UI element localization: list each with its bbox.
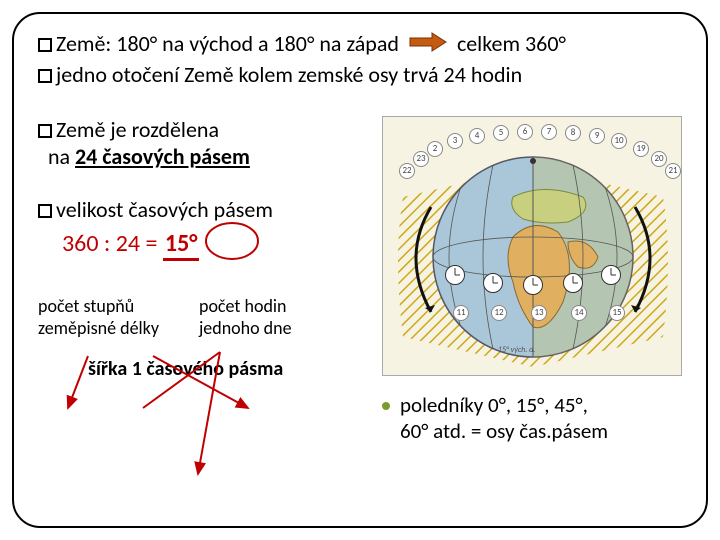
equator-label: 15° vých. d. [498,345,535,355]
globe-number: 10 [611,133,627,149]
top-block: Země: 180° na východ a 180° na západ cel… [38,30,682,88]
right-bullet-text: poledníky 0°, 15°, 45°, 60° atd. = osy č… [400,392,608,444]
label1-line2: zeměpisné délky [38,317,159,339]
left-column: Země je rozdělena na 24 časových pásem v… [38,116,364,381]
clock-icon [523,275,543,295]
bottom-caption: šířka 1 časového pásma [88,357,364,381]
square-bullet-icon [38,124,52,138]
para-1: Země je rozdělena na 24 časových pásem [38,116,364,170]
globe-number: 4 [469,128,485,144]
clock-icon [445,265,465,285]
right-bullet: poledníky 0°, 15°, 45°, 60° atd. = osy č… [382,392,682,444]
line1-text-a: Země: 180° na východ a 180° na západ [56,30,399,57]
label2-line1: počet hodin [199,295,287,317]
right-bullet-line2: 60° atd. = osy čas.pásem [400,418,608,444]
labels-row: počet stupňů zeměpisné délky počet hodin… [38,296,364,339]
label-2: počet hodin jednoho dne [199,296,292,339]
globe-number: 8 [565,125,581,141]
p1-text-c: 24 časových pásem [75,143,250,170]
globe-number: 2 [427,141,443,157]
clock-icon [483,273,503,293]
globe-number: 20 [651,151,667,167]
p1-text-a: Země je rozdělena [56,116,219,143]
square-bullet-icon [38,38,52,52]
globe-number: 19 [633,141,649,157]
line1-text-b: celkem 360° [457,30,566,57]
globe-number: 23 [413,151,429,167]
globe-number: 21 [665,163,681,179]
square-bullet-icon [38,204,52,218]
line2-text: jedno otočení Země kolem zemské osy trvá… [56,61,522,88]
globe-number: 9 [589,128,605,144]
label1-line1: počet stupňů [38,295,134,317]
square-bullet-icon [38,69,52,83]
clock-icon [601,265,621,285]
globe-number: 5 [493,125,509,141]
label2-line2: jednoho dne [199,317,292,339]
globe-number: 3 [447,133,463,149]
line-2: jedno otočení Země kolem zemské osy trvá… [38,61,682,88]
clock-icon [563,273,583,293]
content-row: Země je rozdělena na 24 časových pásem v… [38,116,682,444]
right-column: 23456789101920212223 1112131415 15° vých… [382,116,682,444]
p1-text-b: na [48,143,75,170]
ellipse-highlight-icon [202,219,262,263]
line-1: Země: 180° na východ a 180° na západ cel… [38,30,682,57]
label-1: počet stupňů zeměpisné délky [38,296,159,339]
para-2: velikost časových pásem [38,196,364,223]
bullet-dot-icon [382,402,390,410]
calc-lhs: 360 : 24 = [62,229,163,258]
globe-number: 14 [571,305,587,321]
globe-number: 12 [491,305,507,321]
globe-number: 15 [609,305,625,321]
calculation: 360 : 24 = 15° [62,229,364,258]
globe-number: 7 [541,124,557,140]
globe-number: 22 [399,163,415,179]
globe-number: 11 [453,305,469,321]
arrow-right-icon [408,31,448,53]
right-bullet-line1: poledníky 0°, 15°, 45°, [400,392,588,418]
globe-number: 13 [531,305,547,321]
p2-text: velikost časových pásem [56,196,273,223]
globe-number: 6 [517,124,533,140]
content-frame: Země: 180° na východ a 180° na západ cel… [12,12,708,528]
globe-diagram: 23456789101920212223 1112131415 15° vých… [382,116,682,376]
calc-result: 15° [163,229,200,261]
